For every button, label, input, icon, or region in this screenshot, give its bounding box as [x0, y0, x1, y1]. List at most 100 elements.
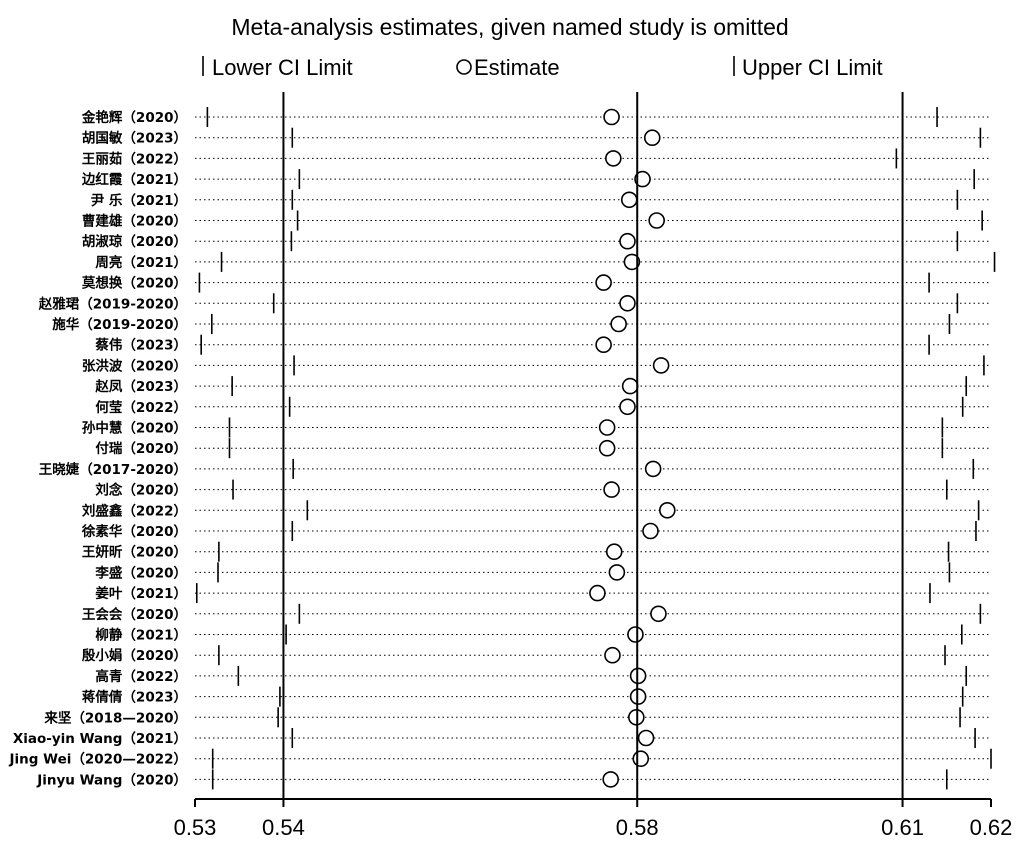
- study-row: 蔡伟（2023）: [94, 334, 991, 355]
- study-label: 蔡伟（2023）: [94, 337, 187, 354]
- estimate-point: [595, 274, 612, 291]
- chart-title: Meta-analysis estimates, given named stu…: [231, 14, 788, 40]
- legend-lower-ci-label: Lower CI Limit: [212, 55, 353, 80]
- estimate-point: [627, 626, 644, 643]
- legend-estimate-label: Estimate: [474, 55, 560, 80]
- study-label: 边红霞（2021）: [81, 171, 187, 188]
- estimate-point: [658, 501, 676, 519]
- study-row: Jing Wei（2020—2022）: [9, 748, 992, 769]
- x-tick-label: 0.62: [970, 815, 1013, 840]
- estimate-point: [619, 398, 636, 416]
- study-row: 曹建雄（2020）: [82, 210, 991, 231]
- estimate-point: [608, 564, 626, 581]
- study-label: 赵雅珺（2019-2020）: [38, 295, 187, 312]
- study-row: 高青（2022）: [95, 665, 991, 686]
- estimate-point: [603, 481, 620, 498]
- study-row: 刘盛鑫（2022）: [82, 500, 991, 521]
- study-row: 边红霞（2021）: [81, 169, 991, 190]
- estimate-point: [619, 232, 636, 250]
- study-label: 胡国敏（2023）: [82, 130, 187, 147]
- study-label: 王会会（2020）: [82, 606, 187, 623]
- study-label: 胡淑琼（2020）: [82, 233, 187, 250]
- legend: Lower CI Limit Estimate Upper CI Limit: [202, 55, 883, 80]
- estimate-point: [644, 460, 662, 478]
- study-label: 蒋倩倩（2023）: [82, 689, 187, 706]
- study-row: 王晓婕（2017-2020）: [39, 458, 991, 479]
- study-row: Jinyu Wang（2020）: [36, 769, 991, 790]
- study-row: 刘念（2020）: [95, 479, 991, 500]
- study-row: 王丽茹（2022）: [82, 148, 991, 169]
- estimate-point: [604, 646, 621, 664]
- study-label: 赵凤（2023）: [94, 378, 187, 395]
- study-row: 王妍昕（2020）: [82, 541, 991, 562]
- study-label: 王妍昕（2020）: [82, 544, 187, 561]
- study-label: Jinyu Wang（2020）: [36, 772, 187, 788]
- study-row: 周亮（2021）: [95, 251, 996, 272]
- study-row: 徐素华（2020）: [81, 521, 991, 541]
- study-row: Xiao-yin Wang（2021）: [13, 728, 991, 748]
- study-row: 莫想换（2020）: [81, 272, 991, 293]
- study-label: 柳静（2021）: [95, 627, 187, 644]
- x-tick-label: 0.53: [174, 815, 217, 840]
- study-label: 付瑞（2020）: [95, 440, 187, 457]
- x-tick-label: 0.61: [881, 815, 924, 840]
- study-label: Jing Wei（2020—2022）: [9, 752, 187, 768]
- study-row: 张洪波（2020）: [82, 355, 991, 376]
- legend-upper-ci-label: Upper CI Limit: [742, 55, 883, 80]
- study-row: 金艳辉（2020）: [81, 107, 991, 127]
- study-label: Xiao-yin Wang（2021）: [13, 731, 187, 747]
- study-row: 姜叶（2021）: [95, 583, 991, 604]
- study-label: 姜叶（2021）: [95, 585, 187, 602]
- study-row: 王会会（2020）: [82, 603, 991, 624]
- study-row: 施华（2019-2020）: [52, 314, 991, 334]
- legend-estimate-marker: [456, 59, 472, 75]
- study-label: 王丽茹（2022）: [82, 150, 187, 167]
- estimate-point: [623, 253, 641, 271]
- study-label: 殷小娟（2020）: [82, 647, 187, 664]
- study-label: 尹 乐（2021）: [91, 192, 187, 209]
- study-label: 何莹（2022）: [95, 399, 187, 416]
- estimate-point: [642, 522, 659, 540]
- study-label: 刘盛鑫（2022）: [82, 502, 187, 519]
- study-label: 高青（2022）: [95, 668, 187, 685]
- study-row: 孙中慧（2020）: [82, 417, 991, 438]
- x-tick-label: 0.54: [262, 815, 305, 840]
- estimate-point: [643, 129, 661, 146]
- study-label: 刘念（2020）: [95, 482, 187, 499]
- estimate-point: [634, 170, 651, 188]
- study-row: 何莹（2022）: [95, 396, 991, 417]
- x-tick-label: 0.58: [616, 815, 659, 840]
- estimate-point: [610, 315, 627, 333]
- estimate-point: [632, 750, 650, 768]
- x-axis: 0.53 0.54 0.58 0.61 0.62: [174, 798, 1013, 840]
- study-row: 付瑞（2020）: [95, 438, 991, 459]
- study-label: 莫想换（2020）: [81, 275, 187, 292]
- study-rows: 金艳辉（2020） 胡国敏（2023） 王丽茹（2022） 边红霞（2021） 尹 乐（…: [9, 107, 996, 790]
- study-label: 曹建雄（2020）: [82, 213, 187, 230]
- estimate-point: [603, 108, 620, 126]
- study-row: 殷小娟（2020）: [82, 645, 991, 666]
- estimate-point: [652, 357, 670, 374]
- study-label: 周亮（2021）: [95, 254, 187, 271]
- study-row: 尹 乐（2021）: [91, 189, 991, 210]
- estimate-point: [602, 771, 619, 788]
- estimate-point: [605, 150, 622, 167]
- estimate-point: [637, 729, 655, 747]
- study-row: 胡国敏（2023）: [82, 127, 991, 148]
- study-row: 来坚（2018—2020）: [43, 707, 991, 728]
- study-label: 王晓婕（2017-2020）: [39, 461, 187, 478]
- estimate-point: [621, 377, 639, 395]
- study-label: 李盛（2020）: [94, 564, 187, 581]
- study-row: 赵雅珺（2019-2020）: [38, 293, 991, 314]
- estimate-point: [598, 439, 616, 457]
- study-label: 张洪波（2020）: [82, 357, 187, 374]
- reference-lines: [282, 92, 904, 799]
- estimate-point: [650, 605, 667, 623]
- estimate-point: [648, 212, 665, 229]
- study-row: 胡淑琼（2020）: [82, 231, 991, 252]
- study-label: 金艳辉（2020）: [81, 109, 187, 126]
- study-label: 施华（2019-2020）: [52, 316, 187, 333]
- study-label: 孙中慧（2020）: [82, 420, 187, 437]
- study-row: 李盛（2020）: [94, 562, 991, 583]
- estimate-point: [620, 191, 638, 209]
